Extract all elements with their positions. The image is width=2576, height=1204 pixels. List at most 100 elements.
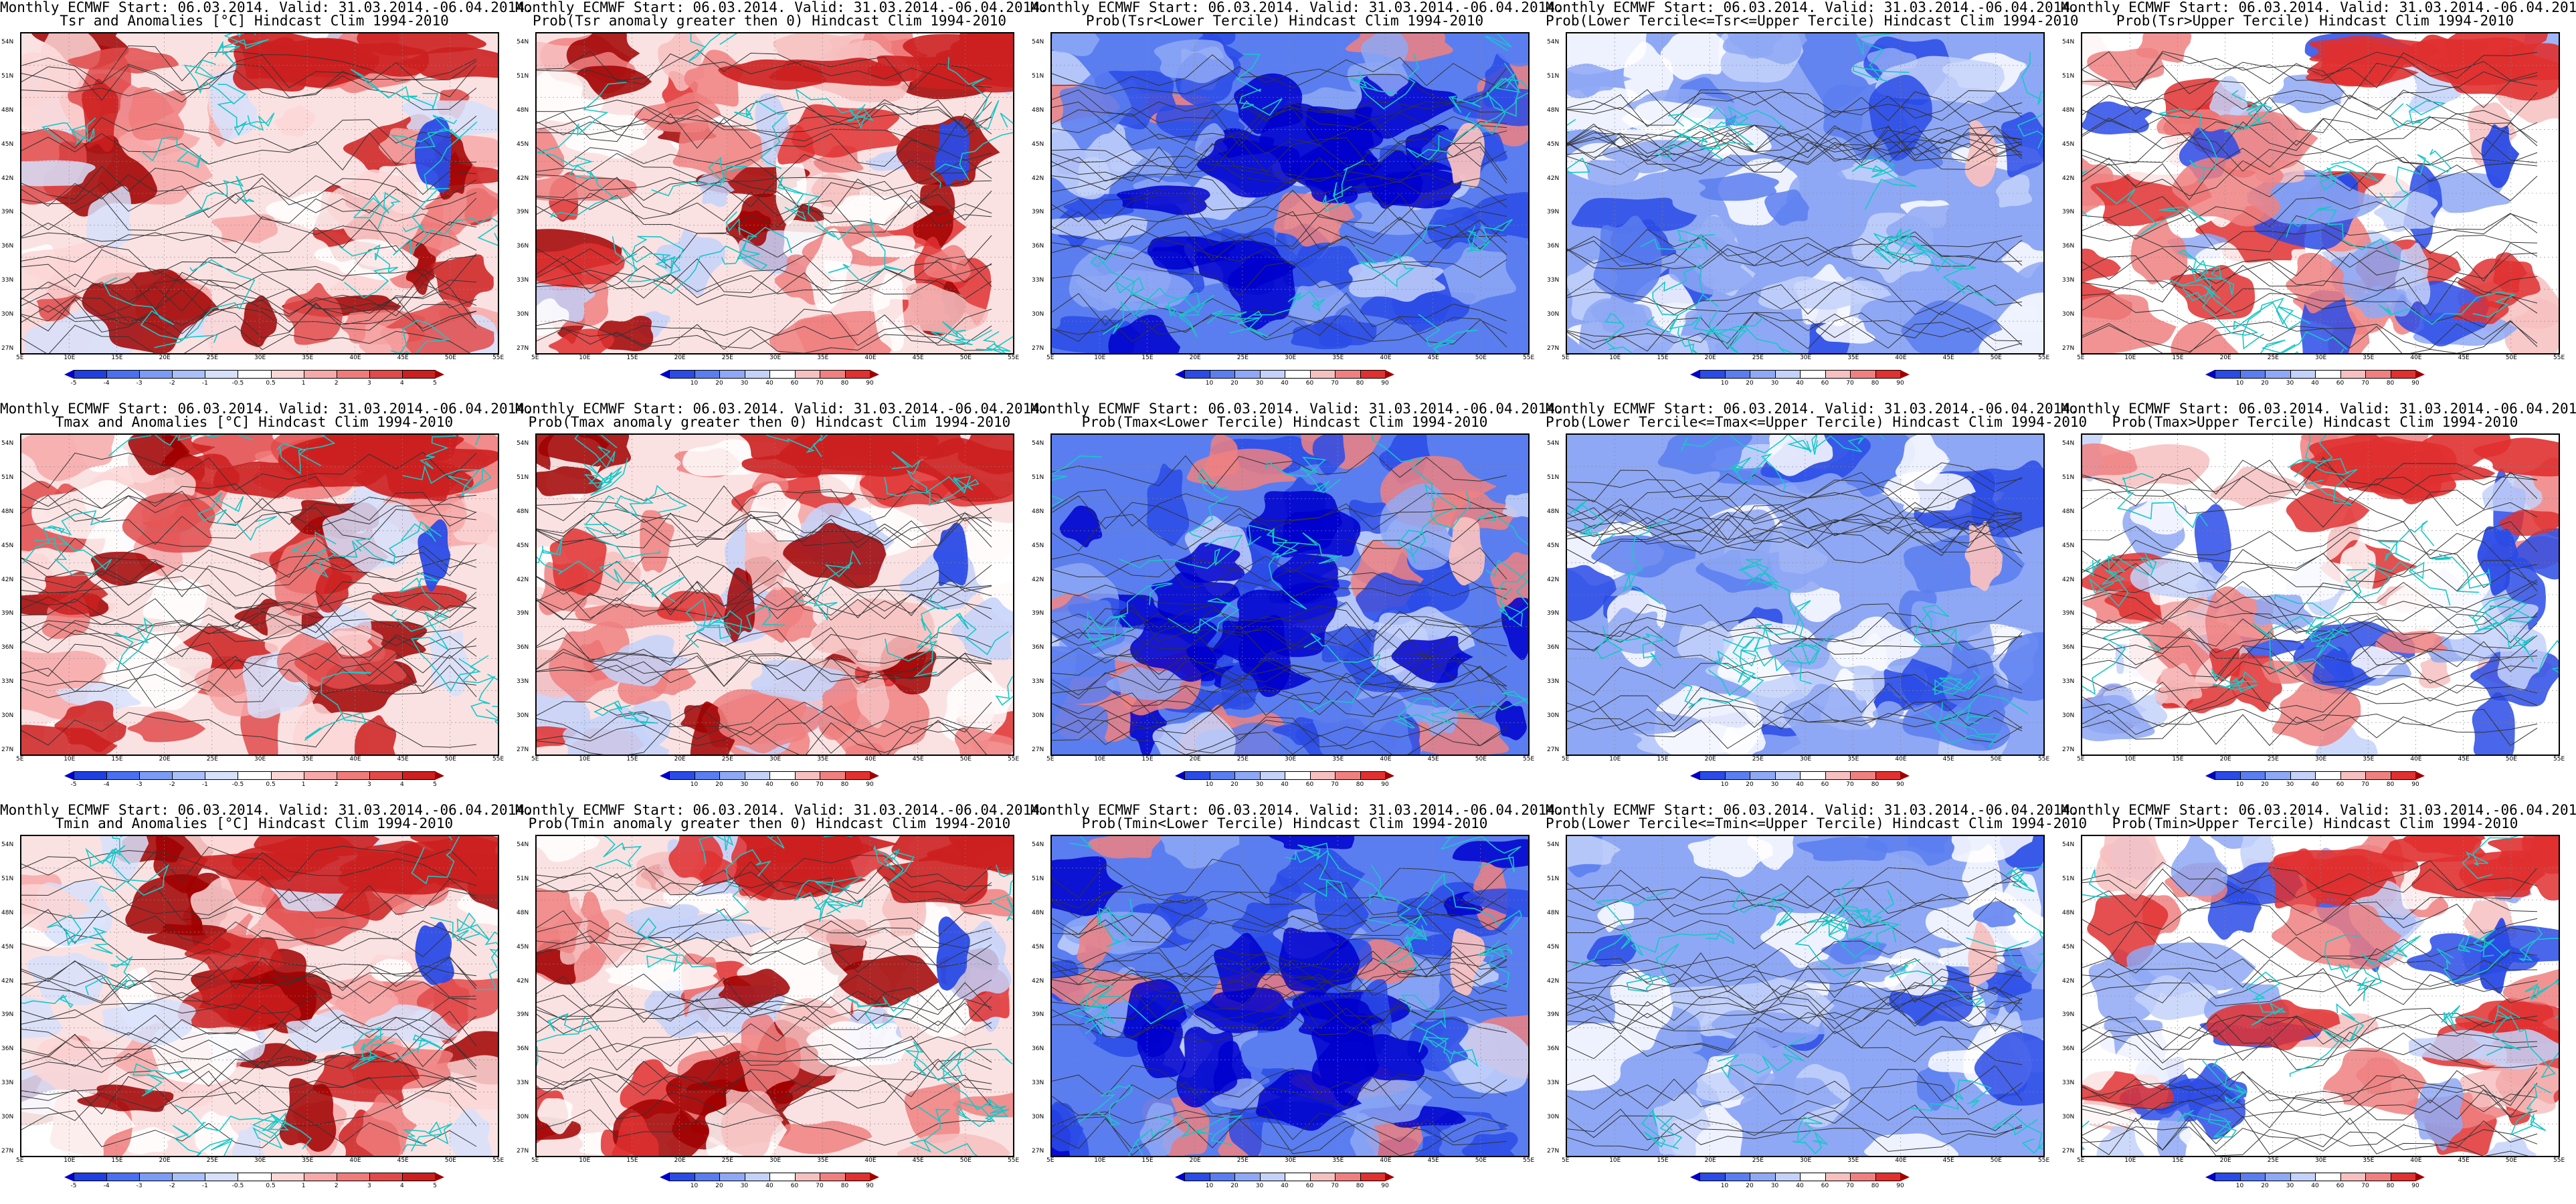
- longitude-label: 15E: [1657, 756, 1669, 763]
- isotherm-contour: [21, 909, 477, 946]
- colorbar-segment: [669, 771, 695, 780]
- longitude-label: 30E: [1800, 1157, 1812, 1164]
- shaded-region: [2452, 300, 2509, 324]
- isotherm-contour: [21, 930, 477, 961]
- coastline-border: [2088, 555, 2129, 607]
- shaded-region: [195, 1111, 239, 1156]
- shaded-region: [1313, 695, 1412, 755]
- latitude-label: 33N: [1547, 1080, 1560, 1087]
- coastline-border: [621, 235, 684, 270]
- shaded-region: [963, 517, 1013, 587]
- isotherm-contour: [1567, 125, 2023, 166]
- latitude-label: 30N: [2062, 1114, 2075, 1121]
- shaded-region: [1228, 254, 1295, 330]
- latitude-label: 27N: [1547, 345, 1560, 352]
- isotherm-contour: [1052, 858, 1507, 899]
- isotherm-contour: [1052, 54, 1507, 91]
- coastline-border: [1914, 604, 1962, 651]
- isotherm-contour: [2082, 708, 2538, 746]
- colorbar-tick-label: 5: [433, 380, 437, 387]
- longitude-label: 10E: [1609, 1157, 1621, 1164]
- coastline-border: [2431, 554, 2491, 593]
- colorbar-segment: [1800, 370, 1826, 379]
- isotherm-contour: [1052, 452, 1507, 490]
- isotherm-contour: [21, 165, 477, 201]
- coastline-border: [1844, 914, 1901, 950]
- isotherm-contour: [1052, 580, 1507, 605]
- isotherm-contour: [537, 652, 992, 687]
- latitude-label: 51N: [1547, 875, 1560, 882]
- latitude-label: 48N: [517, 909, 529, 916]
- coastline-border: [2158, 108, 2217, 183]
- coastline-border: [1821, 890, 1894, 936]
- isotherm-contour: [2082, 490, 2538, 528]
- colorbar-tick-label: 20: [1230, 1183, 1238, 1189]
- coastline-border: [393, 216, 498, 256]
- coastline-border: [2245, 971, 2287, 1026]
- shaded-region: [1146, 464, 1190, 546]
- longitude-label: 15E: [1657, 355, 1669, 361]
- colorbar-tick-label: 30: [1770, 781, 1779, 788]
- isotherm-contour: [1567, 124, 2023, 159]
- longitude-label: 45E: [2458, 756, 2470, 763]
- isotherm-contour: [1052, 622, 1507, 662]
- isotherm-contour: [2082, 52, 2538, 90]
- isotherm-contour: [21, 590, 477, 628]
- coastline-border: [1371, 435, 1471, 529]
- shaded-region: [834, 195, 934, 231]
- shaded-region: [1590, 300, 1653, 334]
- shaded-region: [2472, 1029, 2559, 1070]
- isotherm-contour: [21, 562, 477, 597]
- latitude-label: 27N: [1032, 1148, 1044, 1155]
- colorbar-max-arrow: [2415, 771, 2425, 780]
- coastline-border: [304, 671, 371, 741]
- isotherm-contour: [21, 45, 477, 84]
- forecast-map: [1566, 835, 2045, 1157]
- isotherm-contour: [1567, 701, 2023, 732]
- shaded-region: [2479, 918, 2518, 994]
- longitude-label: 35E: [2363, 355, 2375, 361]
- latitude-label: 45N: [1, 542, 14, 549]
- latitude-label: 36N: [517, 243, 529, 250]
- colorbar-tick-label: 70: [1331, 380, 1339, 387]
- shaded-region: [279, 1078, 337, 1152]
- coastline-border: [2436, 934, 2510, 983]
- isotherm-contour: [537, 158, 992, 192]
- isotherm-contour: [1567, 310, 2023, 349]
- shaded-region: [1727, 33, 1783, 59]
- latitude-label: 48N: [1, 106, 14, 114]
- colorbar-tick-label: 80: [1356, 1183, 1364, 1189]
- colorbar-tick-label: 10: [1720, 781, 1729, 788]
- colorbar-segment: [1875, 370, 1901, 379]
- coastline-border: [1851, 155, 1917, 210]
- isotherm-contour: [21, 579, 477, 612]
- shaded-region: [806, 1021, 915, 1067]
- map-canvas: [2082, 836, 2559, 1156]
- coastline-border: [1441, 836, 1522, 873]
- shaded-region: [2473, 437, 2559, 477]
- latitude-label: 39N: [2062, 1011, 2075, 1019]
- isotherm-contour: [537, 914, 992, 949]
- coastline-border: [766, 836, 785, 849]
- latitude-label: 54N: [1032, 440, 1044, 447]
- colorbar-max-arrow: [1385, 370, 1394, 379]
- colorbar-segment: [1234, 370, 1261, 379]
- colorbar-segment: [1750, 1173, 1776, 1181]
- isotherm-contour: [2082, 1116, 2538, 1155]
- isotherm-contour: [1567, 918, 2023, 953]
- colorbar-max-arrow: [2415, 370, 2425, 379]
- coastline-border: [1127, 1116, 1173, 1156]
- isotherm-contour: [1052, 938, 1507, 978]
- isotherm-contour: [2082, 1072, 2538, 1106]
- colorbar-tick-label: 60: [2336, 781, 2344, 788]
- colorbar-segment: [1184, 771, 1210, 780]
- longitude-label: 50E: [959, 756, 972, 763]
- colorbar-segment: [1825, 771, 1851, 780]
- latitude-label: 42N: [1032, 175, 1044, 182]
- longitude-label: 55E: [1523, 756, 1535, 763]
- isotherm-contour: [1567, 143, 2023, 175]
- shaded-region: [371, 959, 413, 983]
- colorbar-segment: [794, 771, 820, 780]
- longitude-label: 40E: [2410, 756, 2422, 763]
- colorbar-tick-label: 2: [334, 1183, 339, 1189]
